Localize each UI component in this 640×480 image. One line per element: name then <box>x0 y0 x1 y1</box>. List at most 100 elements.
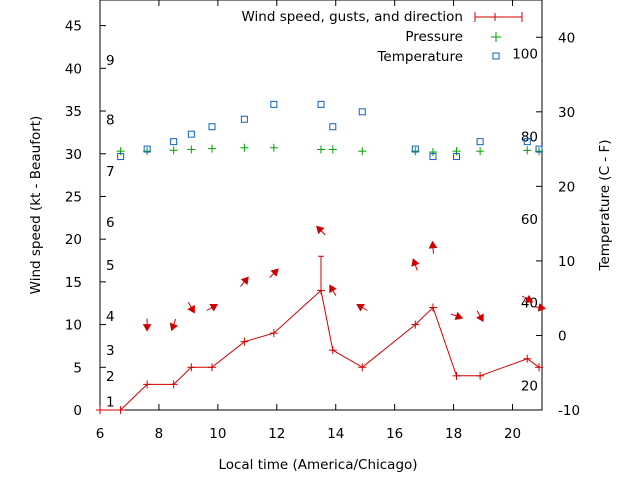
beaufort-label: 1 <box>106 394 115 410</box>
pressure-point <box>358 147 367 156</box>
left-y-tick-label: 0 <box>73 403 82 419</box>
wind-direction-arrow <box>187 302 195 314</box>
wind-speed-point <box>328 346 337 355</box>
wind-direction-arrow <box>240 276 249 287</box>
temperature-point <box>535 145 543 153</box>
beaufort-label: 9 <box>106 53 115 69</box>
wind-speed-point <box>187 363 196 372</box>
x-tick-labels: 6 8 10 12 14 16 18 20 <box>96 426 521 442</box>
wind-speed-point <box>269 329 278 338</box>
legend-wind-swatch <box>474 12 523 22</box>
left-y-tick-label: 35 <box>65 104 82 120</box>
wind-direction-arrow <box>450 311 464 320</box>
temperature-point <box>453 153 461 161</box>
temperature-point <box>429 153 437 161</box>
beaufort-label: 5 <box>106 258 115 274</box>
pressure-point <box>317 145 325 154</box>
pressure-point <box>187 145 196 154</box>
fahrenheit-label: 20 <box>521 378 538 394</box>
wind-direction-arrow <box>428 240 438 254</box>
beaufort-label: 6 <box>106 215 115 231</box>
wind-speed-point <box>411 320 420 329</box>
arrow-head <box>187 304 195 314</box>
right-y-tick-label: 0 <box>558 328 567 344</box>
temperature-point <box>523 138 531 146</box>
wind-speed-point <box>358 363 367 372</box>
temperature-point <box>187 130 195 138</box>
wind-speed-point <box>476 371 485 380</box>
wind-direction-arrow <box>411 258 420 271</box>
wind-direction-arrows <box>142 225 546 332</box>
temperature-point <box>240 115 248 123</box>
wind-speed-point <box>428 303 437 312</box>
x-tick-label: 20 <box>504 426 521 442</box>
left-y-tick-label: 30 <box>65 147 82 163</box>
wind-speed-point <box>535 363 544 372</box>
wind-direction-arrow <box>521 294 534 303</box>
beaufort-label: 3 <box>106 343 115 359</box>
arrow-head <box>454 311 464 320</box>
wind-direction-arrow <box>206 304 219 312</box>
wind-speed-point <box>96 406 104 414</box>
wind-direction-arrow <box>316 225 326 236</box>
wind-direction-arrow <box>169 318 178 332</box>
x-tick-label: 6 <box>96 426 105 442</box>
legend-label-temperature: Temperature <box>376 49 463 65</box>
pressure-point <box>476 147 485 156</box>
arrow-head <box>356 304 365 312</box>
wind-speed-point <box>169 380 178 389</box>
wind-direction-arrow <box>476 310 484 323</box>
arrow-head <box>428 240 438 249</box>
left-y-tick-label: 20 <box>65 232 82 248</box>
wind-series <box>96 255 544 414</box>
arrow-head <box>329 284 337 294</box>
left-y-tick-label: 5 <box>73 360 82 376</box>
fahrenheit-label: 60 <box>521 212 538 228</box>
arrow-head <box>209 304 219 312</box>
pressure-point <box>428 148 437 157</box>
x-tick-label: 8 <box>155 426 164 442</box>
temperature-point <box>411 145 419 153</box>
arrow-head <box>316 225 325 235</box>
right-y-axis-label: Temperature (C - F) <box>597 140 613 272</box>
legend-label-wind: Wind speed, gusts, and direction <box>241 9 463 25</box>
temperature-series <box>117 100 543 161</box>
right-y-tick-label: 40 <box>558 30 575 46</box>
right-y-tick-label: 30 <box>558 105 575 121</box>
beaufort-label: 2 <box>106 369 115 385</box>
temperature-point <box>208 123 216 131</box>
left-y-tick-label: 45 <box>65 19 82 35</box>
x-tick-label: 18 <box>445 426 462 442</box>
plot-frame <box>99 0 543 411</box>
wind-direction-arrow <box>142 318 152 332</box>
wind-speed-point <box>116 406 125 414</box>
temperature-point <box>170 138 178 146</box>
wind-direction-arrow <box>356 304 368 312</box>
temperature-point <box>270 100 278 108</box>
left-y-tick-label: 25 <box>65 189 82 205</box>
wind-speed-point <box>207 363 216 372</box>
beaufort-label: 4 <box>106 309 115 325</box>
pressure-point <box>169 146 178 155</box>
beaufort-labels: 1 2 3 4 5 6 7 8 9 <box>106 53 115 411</box>
left-y-tick-label: 10 <box>65 318 82 334</box>
legend-temperature-marker <box>492 52 500 60</box>
fahrenheit-label: 80 <box>521 129 538 145</box>
arrow-head <box>270 268 279 277</box>
x-tick-label: 16 <box>386 426 403 442</box>
left-y-tick-label: 40 <box>65 61 82 77</box>
arrow-head <box>476 313 484 323</box>
temperature-point <box>476 138 484 146</box>
wind-speed-point <box>317 255 325 295</box>
temperature-point <box>329 123 337 131</box>
right-y-tick-label: 10 <box>558 254 575 270</box>
pressure-point <box>269 143 278 152</box>
pressure-point <box>328 145 337 154</box>
legend-label-pressure: Pressure <box>405 29 463 45</box>
pressure-point <box>523 146 532 155</box>
wind-speed-point <box>523 354 532 363</box>
temperature-point <box>358 108 366 116</box>
temperature-point <box>143 145 151 153</box>
wind-speed-line <box>100 289 540 411</box>
